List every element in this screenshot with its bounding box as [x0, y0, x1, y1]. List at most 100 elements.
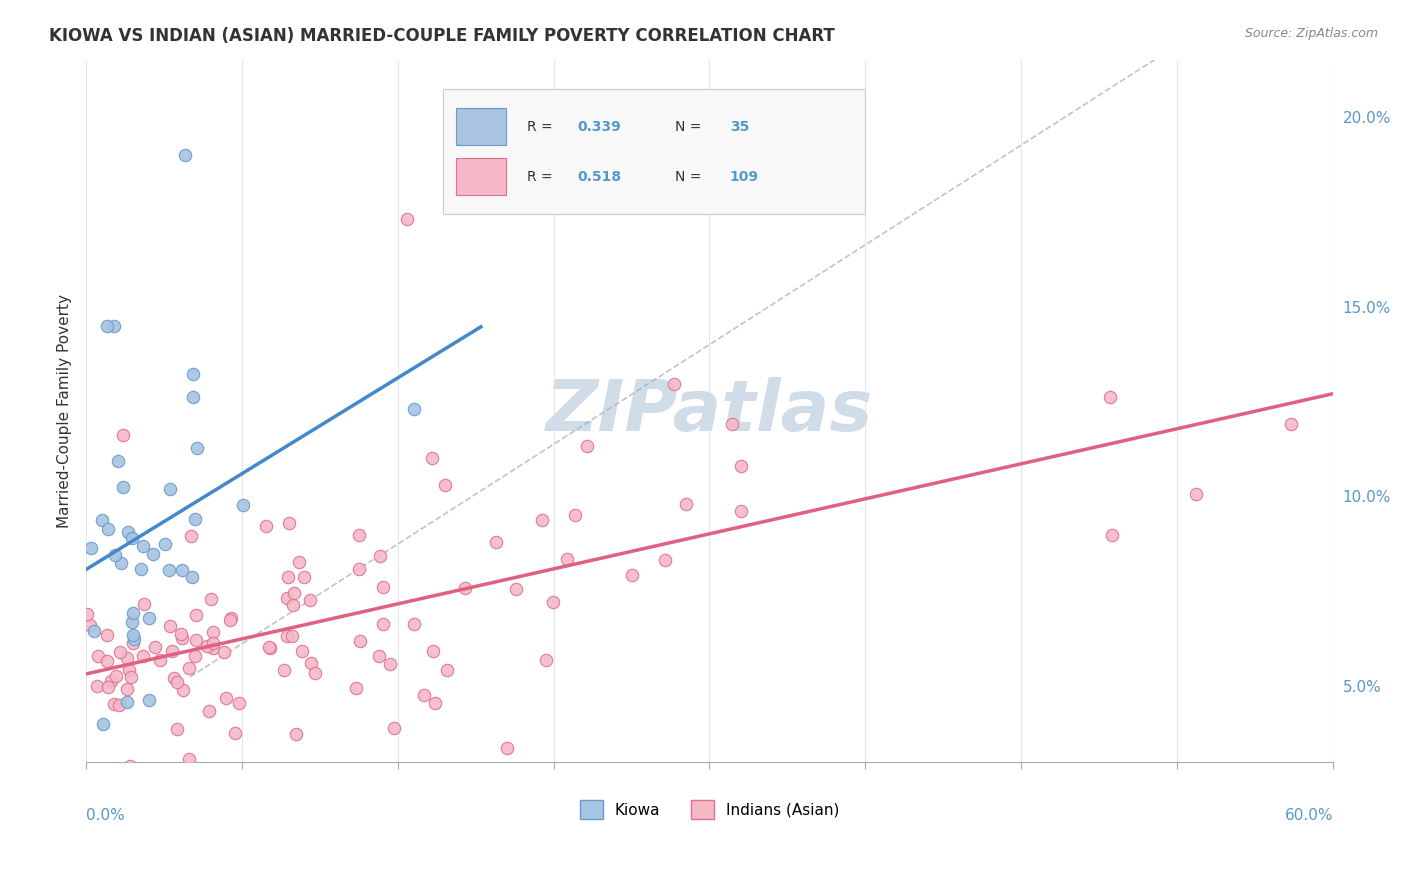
Text: ZIPatlas: ZIPatlas: [546, 376, 873, 445]
Point: [257, 640, 280, 654]
Point: [162, 644, 184, 658]
Point: [186, 632, 208, 647]
Point: [97, 681, 120, 695]
Point: [219, 610, 242, 624]
Point: [177, 751, 200, 765]
Point: [730, 504, 752, 518]
Point: [290, 644, 312, 658]
Point: [422, 450, 444, 465]
Point: [122, 632, 145, 646]
Point: [402, 616, 425, 631]
Point: [259, 640, 281, 655]
Point: [149, 653, 172, 667]
Point: [170, 632, 193, 646]
Point: [1101, 527, 1123, 541]
Point: [76, 607, 98, 621]
Point: [283, 599, 305, 613]
Text: R =: R =: [527, 120, 557, 134]
Point: [228, 696, 250, 710]
Point: [163, 671, 186, 685]
Point: [103, 318, 125, 333]
Point: [138, 693, 160, 707]
Point: [495, 741, 517, 756]
Point: [395, 212, 418, 227]
Point: [110, 645, 132, 659]
Point: [283, 586, 305, 600]
Text: Source: ZipAtlas.com: Source: ZipAtlas.com: [1244, 27, 1378, 40]
Y-axis label: Married-Couple Family Poverty: Married-Couple Family Poverty: [58, 294, 72, 528]
Point: [276, 629, 298, 643]
Point: [212, 645, 235, 659]
Point: [104, 549, 127, 563]
Point: [184, 608, 207, 623]
Point: [91, 513, 114, 527]
Point: [555, 552, 578, 566]
Point: [80, 541, 103, 556]
Point: [179, 660, 201, 674]
Point: [347, 561, 370, 575]
Point: [184, 648, 207, 663]
Legend: Kiowa, Indians (Asian): Kiowa, Indians (Asian): [574, 794, 845, 825]
Point: [122, 606, 145, 620]
Point: [662, 377, 685, 392]
Point: [110, 556, 132, 570]
Point: [118, 759, 141, 773]
Point: [543, 595, 565, 609]
Point: [284, 727, 307, 741]
Point: [117, 695, 139, 709]
Text: 0.518: 0.518: [578, 169, 621, 184]
Point: [172, 683, 194, 698]
Point: [224, 726, 246, 740]
Point: [181, 390, 204, 404]
Point: [117, 524, 139, 539]
Point: [436, 663, 458, 677]
Point: [79, 617, 101, 632]
Point: [404, 402, 426, 417]
Point: [730, 458, 752, 473]
Point: [138, 611, 160, 625]
Text: KIOWA VS INDIAN (ASIAN) MARRIED-COUPLE FAMILY POVERTY CORRELATION CHART: KIOWA VS INDIAN (ASIAN) MARRIED-COUPLE F…: [49, 27, 835, 45]
Point: [159, 619, 181, 633]
Point: [170, 563, 193, 577]
Point: [202, 636, 225, 650]
Point: [675, 497, 697, 511]
Point: [218, 613, 240, 627]
Point: [115, 682, 138, 697]
Point: [564, 508, 586, 522]
Point: [186, 442, 208, 456]
Point: [131, 539, 153, 553]
Point: [180, 529, 202, 543]
Point: [100, 674, 122, 689]
Point: [183, 512, 205, 526]
Point: [292, 569, 315, 583]
Point: [153, 536, 176, 550]
Point: [96, 654, 118, 668]
Point: [122, 627, 145, 641]
Point: [620, 568, 643, 582]
Point: [91, 717, 114, 731]
Point: [143, 640, 166, 654]
Point: [281, 629, 304, 643]
Point: [83, 624, 105, 639]
Point: [368, 549, 391, 563]
Point: [121, 615, 143, 630]
Point: [516, 774, 538, 789]
Point: [166, 675, 188, 690]
Point: [170, 626, 193, 640]
Point: [110, 774, 132, 789]
Point: [276, 591, 298, 605]
Point: [96, 774, 118, 789]
Bar: [456, 158, 506, 195]
Point: [200, 591, 222, 606]
Point: [344, 681, 367, 696]
Point: [120, 670, 142, 684]
Point: [232, 498, 254, 512]
Text: N =: N =: [675, 120, 706, 134]
Point: [299, 592, 322, 607]
Point: [86, 679, 108, 693]
Point: [1279, 417, 1302, 431]
Point: [721, 417, 744, 432]
Point: [299, 657, 322, 671]
Point: [433, 478, 456, 492]
Point: [349, 633, 371, 648]
